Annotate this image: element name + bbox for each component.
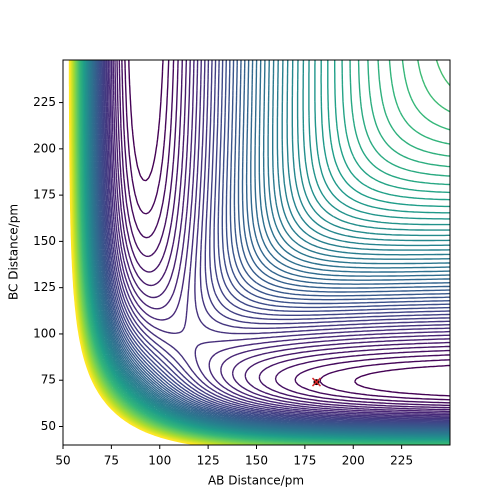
- y-tick-label: 125: [33, 280, 56, 294]
- y-tick-label: 100: [33, 326, 56, 340]
- y-tick-label: 50: [41, 419, 56, 433]
- contour-line: [128, 60, 450, 397]
- contour-line: [97, 60, 450, 427]
- y-tick-label: 200: [33, 141, 56, 155]
- contour-lines: [68, 60, 450, 445]
- x-tick-label: 100: [148, 454, 171, 468]
- contour-line: [87, 60, 450, 436]
- contour-line: [112, 60, 450, 413]
- x-axis-label: AB Distance/pm: [208, 474, 304, 488]
- x-tick-label: 200: [342, 454, 365, 468]
- contour-line: [118, 60, 450, 407]
- contour-line: [106, 60, 450, 419]
- contour-line: [100, 60, 450, 424]
- contour-line: [102, 60, 450, 422]
- contour-line: [94, 60, 450, 430]
- contour-line: [93, 60, 450, 431]
- y-tick-label: 225: [33, 95, 56, 109]
- x-tick-label: 175: [293, 454, 316, 468]
- y-axis-label: BC Distance/pm: [7, 204, 21, 300]
- contour-line: [124, 60, 450, 401]
- contour-line: [96, 60, 450, 428]
- x-tick-label: 225: [390, 454, 413, 468]
- contour-line: [116, 60, 450, 409]
- contour-line: [114, 60, 450, 411]
- x-tick-label: 125: [197, 454, 220, 468]
- contour-line: [92, 60, 450, 432]
- contour-line: [101, 60, 450, 423]
- x-tick-label: 50: [55, 454, 70, 468]
- contour-line: [109, 60, 450, 416]
- contour-line: [105, 60, 450, 420]
- y-tick-label: 150: [33, 234, 56, 248]
- contour-line: [110, 60, 450, 414]
- y-tick-label: 175: [33, 188, 56, 202]
- contour-line: [103, 60, 450, 421]
- contour-line: [98, 60, 450, 426]
- contour-line: [99, 60, 450, 425]
- contour-line: [93, 60, 450, 431]
- contour-line: [107, 60, 450, 417]
- x-tick-label: 150: [245, 454, 268, 468]
- contour-line: [95, 60, 450, 429]
- contour-line: [91, 60, 450, 433]
- contour-line: [68, 60, 199, 445]
- x-tick-label: 75: [104, 454, 119, 468]
- point-cross: [311, 377, 322, 387]
- contour-line: [121, 60, 450, 404]
- y-tick-label: 75: [41, 373, 56, 387]
